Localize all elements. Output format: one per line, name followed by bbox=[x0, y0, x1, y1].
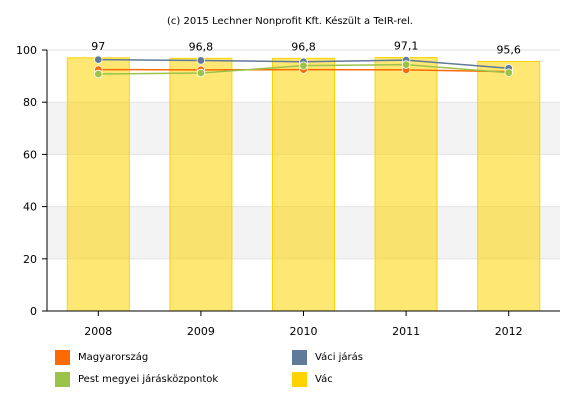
series-point bbox=[94, 55, 103, 64]
bar-value-label: 97,1 bbox=[394, 40, 419, 53]
bar bbox=[374, 57, 438, 312]
x-tick-label: 2011 bbox=[392, 325, 420, 338]
bar-series bbox=[66, 57, 541, 312]
legend-swatch bbox=[55, 350, 70, 365]
bar-value-label: 96,8 bbox=[291, 40, 316, 53]
bar-value-label: 97 bbox=[91, 40, 105, 53]
y-tick-label: 20 bbox=[23, 253, 37, 266]
series-point bbox=[94, 69, 103, 79]
y-tick-label: 0 bbox=[30, 305, 37, 318]
line-series-group bbox=[94, 55, 513, 79]
legend-swatch bbox=[292, 372, 307, 387]
y-tick-label: 80 bbox=[23, 96, 37, 109]
data-labels: 97 96,8 96,8 97,1 95,6 bbox=[91, 40, 521, 57]
bar-value-label: 96,8 bbox=[189, 40, 214, 53]
bar bbox=[66, 57, 130, 312]
y-tick-label: 40 bbox=[23, 201, 37, 214]
legend-label: Váci járás bbox=[315, 352, 364, 363]
series-point bbox=[196, 56, 206, 65]
bar-value-label: 95,6 bbox=[496, 43, 521, 56]
series-point bbox=[401, 60, 411, 69]
legend-item-magyarorszag[interactable]: Magyarország bbox=[55, 350, 148, 365]
bar bbox=[169, 57, 233, 312]
legend-label: Magyarország bbox=[78, 352, 149, 363]
legend-swatch bbox=[292, 350, 307, 365]
chart-caption: (c) 2015 Lechner Nonprofit Kft. Készült … bbox=[167, 15, 413, 27]
x-tick-label: 2009 bbox=[187, 325, 215, 338]
bar bbox=[477, 60, 541, 312]
x-tick-label: 2008 bbox=[84, 325, 112, 338]
axes: 0 20 40 60 80 100 2008 2009 2010 2011 2012 bbox=[16, 44, 560, 338]
legend-item-vac[interactable]: Vác bbox=[292, 372, 333, 387]
y-tick-label: 60 bbox=[23, 148, 37, 161]
y-tick-label: 100 bbox=[16, 44, 37, 57]
series-point bbox=[196, 68, 206, 78]
legend-item-vaci-jaras[interactable]: Váci járás bbox=[292, 350, 363, 365]
bar bbox=[272, 57, 335, 312]
series-point bbox=[504, 68, 513, 77]
legend-item-pest-megyei-jaraskozpontok[interactable]: Pest megyei járásközpontok bbox=[55, 372, 218, 387]
x-tick-label: 2012 bbox=[495, 325, 523, 338]
legend-label: Vác bbox=[315, 374, 333, 385]
legend-label: Pest megyei járásközpontok bbox=[78, 374, 219, 385]
series-point bbox=[299, 61, 308, 70]
legend-swatch bbox=[55, 372, 70, 387]
x-tick-label: 2010 bbox=[290, 325, 318, 338]
